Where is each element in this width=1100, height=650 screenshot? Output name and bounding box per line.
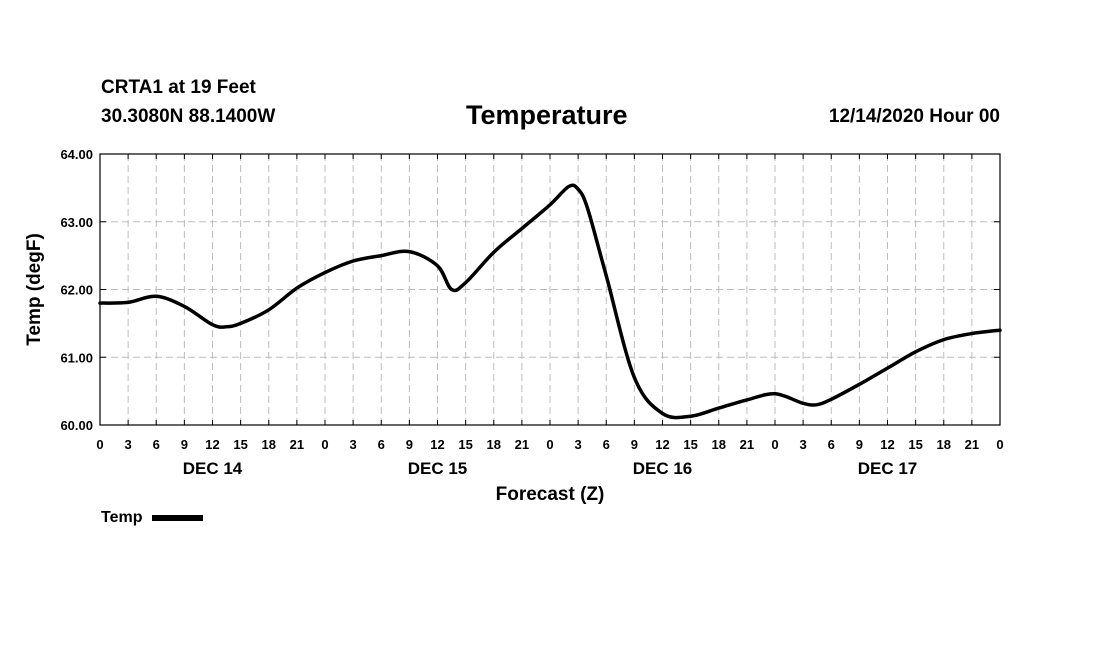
x-tick-label: 6 — [603, 437, 610, 452]
day-label: DEC 15 — [408, 459, 468, 478]
station-coordinates: 30.3080N 88.1400W — [101, 106, 276, 127]
x-tick-label: 21 — [290, 437, 304, 452]
x-tick-label: 3 — [125, 437, 132, 452]
x-tick-label: 9 — [856, 437, 863, 452]
x-tick-label: 0 — [771, 437, 778, 452]
x-tick-label: 15 — [683, 437, 697, 452]
x-tick-label: 6 — [828, 437, 835, 452]
x-tick-label: 18 — [937, 437, 951, 452]
x-tick-label: 3 — [350, 437, 357, 452]
x-tick-label: 0 — [546, 437, 553, 452]
x-tick-label: 9 — [181, 437, 188, 452]
x-tick-label: 0 — [321, 437, 328, 452]
forecast-run-time: 12/14/2020 Hour 00 — [828, 106, 1000, 127]
x-tick-label: 15 — [233, 437, 247, 452]
day-label: DEC 14 — [183, 459, 243, 478]
station-name: CRTA1 at 19 Feet — [101, 77, 256, 98]
x-tick-label: 21 — [965, 437, 979, 452]
x-tick-label: 3 — [800, 437, 807, 452]
plot-frame — [99, 153, 1001, 426]
y-tick-label: 64.00 — [60, 147, 93, 162]
y-tick-label: 60.00 — [60, 418, 93, 433]
x-tick-label: 9 — [631, 437, 638, 452]
axis-ticks — [99, 153, 1001, 426]
x-tick-label: 18 — [712, 437, 726, 452]
x-tick-label: 6 — [153, 437, 160, 452]
x-tick-label: 6 — [378, 437, 385, 452]
x-tick-label: 18 — [487, 437, 501, 452]
tick-labels: 0 3 6 9 12 15 18 21 0 3 6 9 12 15 18 21 0 3 6 9 12 15 18 21 0 3 6 9… — [60, 147, 1003, 478]
x-tick-label: 0 — [996, 437, 1003, 452]
y-tick-label: 63.00 — [60, 215, 93, 230]
x-axis-label: Forecast (Z) — [496, 484, 605, 505]
x-tick-label: 15 — [908, 437, 922, 452]
x-tick-label: 12 — [880, 437, 894, 452]
legend-label: Temp — [101, 509, 143, 526]
x-tick-label: 21 — [515, 437, 529, 452]
x-tick-label: 21 — [740, 437, 754, 452]
x-tick-label: 9 — [406, 437, 413, 452]
x-tick-label: 15 — [458, 437, 472, 452]
legend: Temp — [101, 509, 204, 527]
x-tick-label: 12 — [655, 437, 669, 452]
y-tick-label: 61.00 — [60, 350, 93, 365]
legend-line-swatch — [152, 515, 204, 521]
x-tick-label: 0 — [96, 437, 103, 452]
day-label: DEC 17 — [858, 459, 918, 478]
grid-lines — [100, 154, 1000, 425]
x-tick-label: 12 — [205, 437, 219, 452]
temp-series-line — [98, 183, 1002, 420]
x-tick-label: 3 — [575, 437, 582, 452]
y-axis-label: Temp (degF) — [24, 233, 45, 346]
day-label: DEC 16 — [633, 459, 693, 478]
x-tick-label: 12 — [430, 437, 444, 452]
chart-title: Temperature — [466, 100, 628, 130]
x-tick-label: 18 — [262, 437, 276, 452]
y-tick-label: 62.00 — [60, 283, 93, 298]
